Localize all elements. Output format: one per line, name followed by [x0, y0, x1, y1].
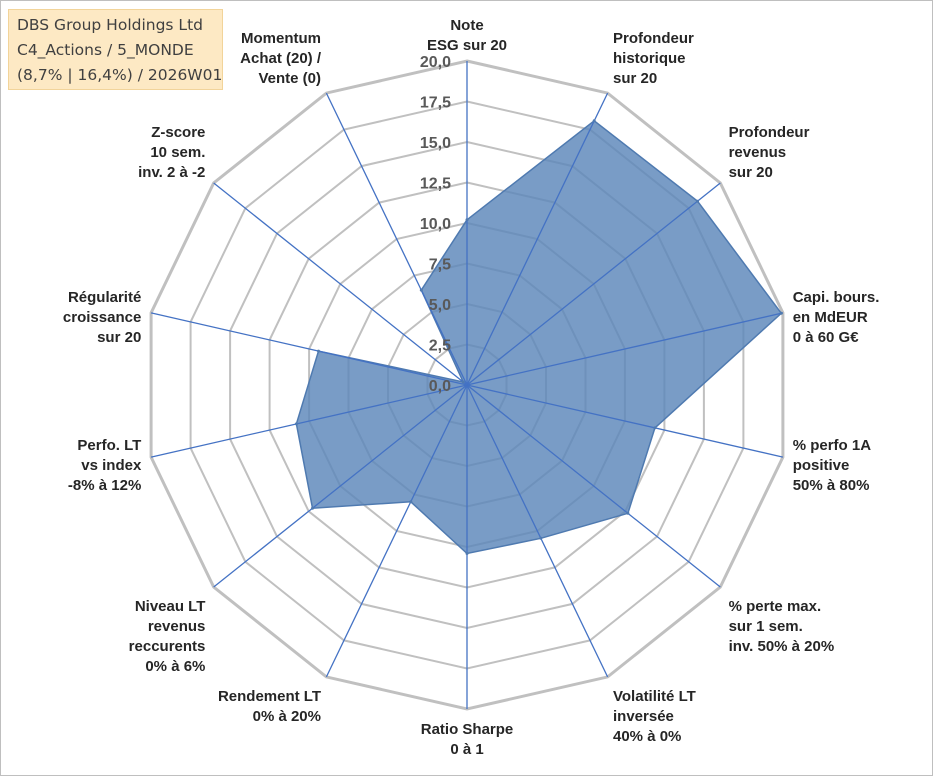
- tick-label-6: 15,0: [420, 135, 451, 152]
- axis-spoke-5: [466, 384, 721, 588]
- axis-spoke-1: [466, 92, 609, 386]
- axis-label-3-line-2: 0 à 60 G€: [793, 329, 860, 346]
- axis-label-7-line-0: Ratio Sharpe: [421, 721, 514, 738]
- axis-spoke-2: [466, 182, 721, 386]
- axis-label-11-line-2: sur 20: [97, 329, 141, 346]
- tick-label-0: 0,0: [429, 378, 451, 395]
- axis-label-8-line-1: 0% à 20%: [253, 708, 321, 725]
- axis-label-5-line-1: sur 1 sem.: [729, 618, 803, 635]
- data-point-2: [696, 199, 699, 203]
- data-point-0: [465, 218, 469, 222]
- axis-label-13-line-0: Momentum: [241, 30, 321, 47]
- axis-label-9-line-3: 0% à 6%: [145, 658, 205, 675]
- axis-label-5-line-2: inv. 50% à 20%: [729, 638, 835, 655]
- axis-label-9-line-0: Niveau LT: [135, 598, 206, 615]
- axis-spoke-11: [150, 312, 468, 386]
- axis-label-9-line-2: reccurents: [129, 638, 206, 655]
- axis-label-1-line-1: historique: [613, 50, 686, 67]
- axis-label-3-line-1: en MdEUR: [793, 309, 868, 326]
- data-point-12: [461, 380, 465, 384]
- tick-label-7: 17,5: [420, 95, 451, 112]
- chart-title-box: DBS Group Holdings Ltd C4_Actions / 5_MO…: [8, 9, 223, 90]
- tick-label-3: 7,5: [429, 257, 451, 274]
- axis-spoke-9: [213, 384, 468, 588]
- axis-spoke-6: [466, 384, 609, 678]
- axis-label-10-line-1: vs index: [81, 457, 142, 474]
- series-area: [295, 119, 783, 555]
- chart-title-line-1: DBS Group Holdings Ltd: [17, 16, 203, 34]
- axis-label-6-line-2: 40% à 0%: [613, 728, 681, 745]
- data-point-6: [539, 536, 543, 540]
- axis-spoke-10: [150, 384, 468, 458]
- axis-label-4-line-1: positive: [793, 457, 850, 474]
- axis-label-6-line-0: Volatilité LT: [613, 688, 696, 705]
- data-point-4: [653, 426, 657, 430]
- axis-label-12-line-2: inv. 2 à -2: [138, 164, 205, 181]
- axis-label-6-line-1: inversée: [613, 708, 674, 725]
- axis-label-12-line-0: Z-score: [151, 124, 205, 141]
- axis-spoke-4: [466, 384, 784, 458]
- axis-label-1-line-0: Profondeur: [613, 30, 694, 47]
- tick-label-1: 2,5: [429, 338, 451, 355]
- axis-label-4-line-2: 50% à 80%: [793, 477, 870, 494]
- axis-spoke-3: [466, 312, 784, 386]
- axis-label-5-line-0: % perte max.: [729, 598, 822, 615]
- data-point-3: [779, 311, 783, 315]
- axis-label-7-line-1: 0 à 1: [450, 741, 483, 758]
- chart-title-line-2: C4_Actions / 5_MONDE: [17, 41, 194, 59]
- axis-label-0-line-0: Note: [450, 17, 483, 34]
- data-point-11: [317, 349, 320, 353]
- tick-label-8: 20,0: [420, 54, 451, 71]
- data-point-5: [626, 511, 630, 515]
- axis-label-1-line-2: sur 20: [613, 70, 657, 87]
- axis-label-2-line-0: Profondeur: [729, 124, 810, 141]
- data-point-7: [465, 552, 469, 555]
- axis-label-9-line-1: revenus: [148, 618, 206, 635]
- tick-label-5: 12,5: [420, 176, 451, 193]
- axis-label-2-line-1: revenus: [729, 144, 787, 161]
- tick-label-2: 5,0: [429, 297, 451, 314]
- axis-label-0-line-1: ESG sur 20: [427, 37, 507, 54]
- axis-label-12-line-1: 10 sem.: [150, 144, 205, 161]
- axis-label-3-line-0: Capi. bours.: [793, 289, 880, 306]
- axis-label-11-line-1: croissance: [63, 309, 141, 326]
- axis-spoke-13: [325, 92, 468, 386]
- data-point-13: [419, 288, 423, 292]
- axis-label-13-line-1: Achat (20) /: [240, 50, 322, 67]
- axis-label-10-line-2: -8% à 12%: [68, 477, 141, 494]
- axis-label-2-line-2: sur 20: [729, 164, 773, 181]
- chart-title-line-3: (8,7% | 16,4%) / 2026W01: [17, 66, 223, 84]
- tick-label-4: 10,0: [420, 216, 451, 233]
- axis-label-8-line-0: Rendement LT: [218, 688, 321, 705]
- data-point-9: [311, 506, 314, 510]
- axis-spoke-8: [325, 384, 468, 678]
- axis-label-10-line-0: Perfo. LT: [77, 437, 141, 454]
- axis-label-13-line-2: Vente (0): [258, 70, 321, 87]
- axis-label-4-line-0: % perfo 1A: [793, 437, 872, 454]
- data-point-1: [592, 119, 596, 123]
- data-point-10: [294, 422, 298, 426]
- axis-spoke-12: [213, 182, 468, 386]
- data-point-8: [409, 500, 413, 504]
- axis-label-11-line-0: Régularité: [68, 289, 141, 306]
